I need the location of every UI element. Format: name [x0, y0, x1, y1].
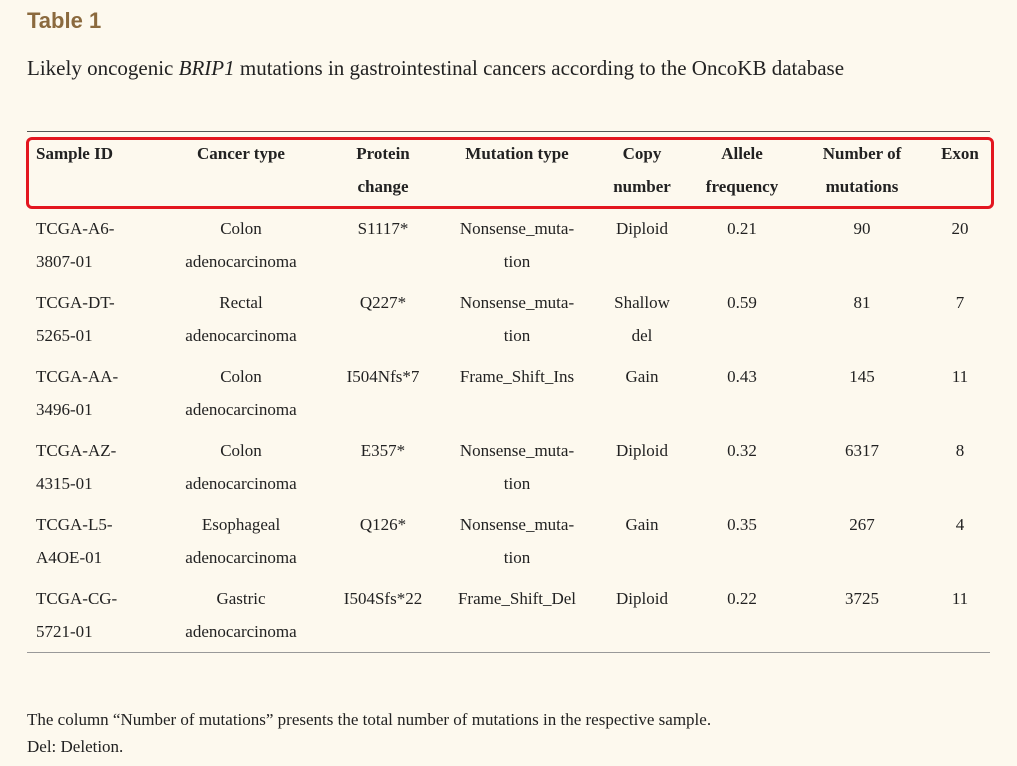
table-cell: TCGA-A6-3807-01 — [36, 219, 115, 271]
mutation-table: Sample ID Cancer type Protein change Mutati… — [27, 131, 990, 653]
table-cell: Diploid — [616, 441, 668, 460]
table-cell: Nonsense_muta­tion — [459, 219, 575, 271]
footnote: The column “Number of mutations” present… — [27, 710, 712, 729]
table-cell: I504Sfs*22 — [343, 589, 423, 608]
table-cell: S1117* — [357, 219, 409, 238]
table-cell: 7 — [955, 293, 965, 312]
table-cell: TCGA-AZ-4315-01 — [36, 441, 117, 493]
table-row: TCGA-A6-3807-01 Colon adenocarcinoma S1117… — [27, 208, 990, 282]
column-header: Allele frequency — [705, 144, 779, 196]
footnote: Del: Deletion. — [27, 737, 124, 756]
table-cell: 0.32 — [727, 441, 757, 460]
table-cell: 11 — [951, 589, 969, 608]
caption-text: mutations in gastrointestinal cancers ac… — [234, 56, 845, 80]
table-cell: 6317 — [845, 441, 879, 460]
table-cell: Esophageal adenocarcinoma — [185, 515, 297, 567]
column-header: Protein change — [356, 144, 410, 196]
table-row: TCGA-AZ-4315-01 Colon adenocarcinoma E357*… — [27, 430, 990, 504]
column-header: Copy number — [613, 144, 671, 196]
table-cell: 145 — [849, 367, 875, 386]
column-header: Mutation type — [465, 144, 569, 163]
table-row: TCGA-L5-A4OE-01 Esophageal adenocarcinoma… — [27, 504, 990, 578]
table-cell: Gain — [625, 367, 659, 386]
table-cell: Frame_Shift_Del — [457, 589, 577, 608]
table-cell: Nonsense_muta­tion — [459, 293, 575, 345]
table-cell: Colon adenocarcinoma — [185, 367, 297, 419]
table-cell: Nonsense_muta­tion — [459, 515, 575, 567]
table-row: TCGA-CG-5721-01 Gastric adenocarcinoma I50… — [27, 578, 990, 653]
table-row: TCGA-AA-3496-01 Colon adenocarcinoma I504N… — [27, 356, 990, 430]
table-cell: Shallow del — [614, 293, 670, 345]
table-row: TCGA-DT-5265-01 Rectal adenocarcinoma Q227… — [27, 282, 990, 356]
table-cell: 0.21 — [727, 219, 757, 238]
table-cell: Q227* — [359, 293, 407, 312]
table-cell: 90 — [853, 219, 871, 238]
table-body: TCGA-A6-3807-01 Colon adenocarcinoma S1117… — [27, 208, 990, 653]
table-cell: Diploid — [616, 219, 668, 238]
table-cell: E357* — [360, 441, 406, 460]
table-cell: 4 — [955, 515, 965, 534]
table-cell: Nonsense_muta­tion — [459, 441, 575, 493]
table-cell: 0.59 — [727, 293, 757, 312]
table-cell: TCGA-DT-5265-01 — [36, 293, 115, 345]
table-cell: 3725 — [845, 589, 879, 608]
table-cell: I504Nfs*7 — [346, 367, 420, 386]
table-cell: 8 — [955, 441, 965, 460]
table-cell: 20 — [951, 219, 969, 238]
header-row: Sample ID Cancer type Protein change Mutati… — [27, 132, 990, 209]
table-title: Table 1 — [27, 8, 102, 33]
table-cell: TCGA-L5-A4OE-01 — [36, 515, 113, 567]
gene-name: BRIP1 — [178, 56, 235, 80]
table-cell: 11 — [951, 367, 969, 386]
table-cell: Diploid — [616, 589, 668, 608]
table-cell: Q126* — [359, 515, 407, 534]
column-header: Number of mutations — [822, 144, 902, 196]
table-cell: 0.35 — [727, 515, 757, 534]
highlight-box — [26, 137, 994, 209]
caption-text: Likely oncogenic — [27, 56, 179, 80]
table-cell: Rectal adenocarcinoma — [185, 293, 297, 345]
table-cell: Gain — [625, 515, 659, 534]
table-cell: Colon adenocarcinoma — [185, 219, 297, 271]
table-cell: Frame_Shift_Ins — [459, 367, 575, 386]
table-cell: 267 — [849, 515, 875, 534]
column-header: Exon — [941, 144, 979, 163]
column-header: Cancer type — [197, 144, 285, 163]
column-header: Sample ID — [36, 144, 113, 163]
table-cell: TCGA-AA-3496-01 — [36, 367, 119, 419]
table-cell: 0.43 — [727, 367, 757, 386]
table-cell: Colon adenocarcinoma — [185, 441, 297, 493]
table-caption: Likely oncogenic BRIP1 mutations in gast… — [27, 56, 844, 81]
table-cell: TCGA-CG-5721-01 — [36, 589, 118, 641]
table-cell: 81 — [853, 293, 871, 312]
table-cell: Gastric adenocarcinoma — [185, 589, 297, 641]
table-cell: 0.22 — [727, 589, 757, 608]
